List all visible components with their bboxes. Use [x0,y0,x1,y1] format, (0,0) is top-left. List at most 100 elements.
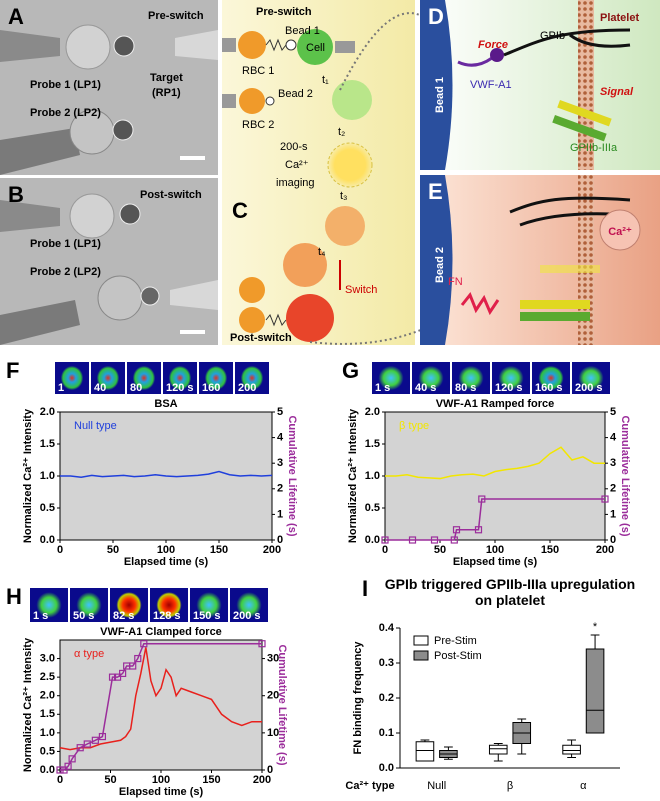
cell-fluorescence [156,592,182,618]
label: (RP1) [152,87,181,99]
thumbnail-label: 160 s [535,382,563,394]
series-line [385,498,605,541]
marker [381,536,389,544]
pipette [0,30,60,62]
label: GPIIb-IIIa [570,142,618,154]
y-tick-label: 0.1 [379,727,394,739]
thumbnail-label: 150 s [193,610,221,622]
thumbnail-label: 1 s [375,382,390,394]
cell-fluorescence [538,365,564,391]
y-tick-label: 2.0 [365,406,380,418]
y-tick-label: 1.5 [40,708,55,720]
chart-title: VWF-A1 Clamped force [100,626,222,638]
thumbnail-label: 1 [58,382,64,394]
x-tick-label: 150 [210,544,228,556]
y2-tick-label: 2 [277,483,283,495]
marker [478,495,486,503]
panel-label: B [8,182,24,207]
y-tick-label: 0.5 [365,502,380,514]
panel-background [420,0,660,170]
y2-axis-label: Cumulative Lifetime (s) [286,415,298,536]
thumbnail-label: 1 s [33,610,48,622]
pipette [222,94,236,108]
x-tick-label: Null [427,780,446,792]
annotation: α type [74,648,104,660]
cell-fluorescence [60,365,84,391]
cell [65,24,111,70]
y-tick-label: 0.5 [40,502,55,514]
y-axis-label: FN binding frequency [352,641,364,755]
y-tick-label: 0.0 [365,534,380,546]
x-tick-label: 150 [202,774,220,786]
y2-tick-label: 1 [277,508,283,520]
integrin [520,312,590,321]
marker [474,526,483,534]
y2-tick-label: 1 [610,508,616,520]
series-line [385,446,605,480]
spring [265,313,287,327]
y2-tick-label: 30 [267,652,279,664]
y2-tick-label: 3 [277,457,283,469]
marker [68,755,76,763]
panel-label: I [362,576,368,601]
label: GPIb [540,30,565,42]
chart-title-box: GPIb triggered GPIIb-IIIa upregulation o… [385,576,635,608]
cell [97,275,143,321]
thumbnail-label: 40 [94,382,106,394]
label: Post-switch [230,332,292,344]
x-axis-label: Elapsed time (s) [119,786,204,798]
marker [98,732,107,741]
y-tick-label: 2.0 [40,406,55,418]
label: Cell [306,42,325,54]
cell [325,206,365,246]
x-axis-label: Elapsed time (s) [453,556,538,568]
panel-label: F [6,358,19,383]
annotation: Null type [74,420,117,432]
chart-title: BSA [154,398,177,410]
label: Probe 1 (LP1) [30,79,101,91]
panel-label: D [428,4,444,29]
rbc [238,31,266,59]
cell [286,294,334,342]
panel-label: G [342,358,359,383]
cell-fluorescence [168,365,192,391]
cell-fluorescence [196,592,222,618]
x-tick-label: 200 [263,544,281,556]
pipette [222,38,236,52]
integrin [520,300,590,309]
label: imaging [276,177,315,189]
plot-background [384,411,606,541]
legend-swatch [413,635,429,646]
label: Bead 2 [278,88,313,100]
pipette [0,200,60,232]
thumbnail-label: 80 [130,382,142,394]
label: Probe 2 (LP2) [30,266,101,278]
label: t₁ [322,74,329,86]
panel-label: H [6,584,22,609]
label: Ca²⁺ [608,226,632,238]
cell-fluorescence [498,365,524,391]
marker [64,762,72,770]
y-axis-label: Normalized Ca²⁺ Intensity [347,408,359,543]
label: FN [448,276,463,288]
label: Pre-switch [148,10,204,22]
calcium-vesicle [599,209,641,251]
y-tick-label: 3.0 [40,652,55,664]
y2-tick-label: 4 [610,432,617,444]
label: Bead 1 [434,77,446,113]
box [415,741,435,762]
cell-fluorescence [116,592,142,618]
fn [460,292,500,316]
thumbnail-label: 160 [202,382,220,394]
panel-label: C [232,198,248,223]
marker [91,736,99,744]
cell-fluorescence [578,365,604,391]
thumbnail-label: 120 s [495,382,523,394]
cell-fluorescence [36,592,62,618]
label: Target [150,72,183,84]
marker [408,536,417,544]
integrin [552,114,607,142]
box [562,744,581,755]
cell-fluorescence [204,365,228,391]
label: Signal [600,86,634,98]
